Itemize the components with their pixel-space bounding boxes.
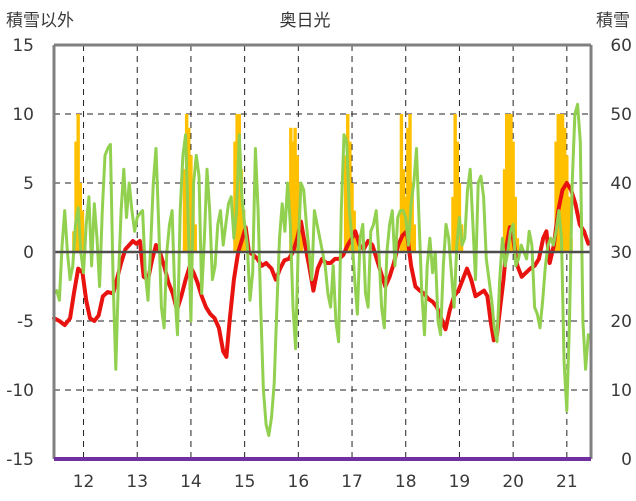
snow-bar xyxy=(554,141,558,252)
snow-bar xyxy=(560,114,565,252)
y-right-tick-label: 0 xyxy=(621,450,632,470)
snow-bar xyxy=(511,141,515,252)
y-left-tick-label: -15 xyxy=(6,450,34,470)
y-right-tick-label: 10 xyxy=(610,381,632,401)
x-tick-label: 16 xyxy=(288,472,310,492)
green-series-line xyxy=(52,102,590,437)
snow-bar xyxy=(406,127,410,252)
grid-lines xyxy=(54,45,591,459)
snow-bar xyxy=(558,114,563,252)
axes xyxy=(52,43,593,461)
y-right-tick-label: 60 xyxy=(610,36,632,56)
x-tick-label: 21 xyxy=(556,472,578,492)
x-tick-label: 20 xyxy=(502,472,524,492)
snow-bar xyxy=(193,224,197,252)
snow-bar xyxy=(343,155,348,252)
x-tick-label: 14 xyxy=(180,472,202,492)
snow-bar xyxy=(412,224,417,252)
snow-bar xyxy=(293,127,297,252)
snow-bar xyxy=(408,114,412,252)
y-right-tick-label: 30 xyxy=(610,243,632,263)
x-tick-label: 15 xyxy=(234,472,256,492)
snow-bar xyxy=(78,183,83,252)
snow-bar xyxy=(410,183,414,252)
snow-bar xyxy=(189,155,193,252)
y-left-tick-label: 0 xyxy=(23,243,34,263)
x-tick-label: 13 xyxy=(126,472,148,492)
snow-bar xyxy=(187,127,191,252)
snow-bar xyxy=(233,141,237,252)
snow-bar xyxy=(244,238,248,252)
chart-title: 奥日光 xyxy=(280,11,331,31)
line-series xyxy=(52,102,591,437)
y-left-tick-label: -10 xyxy=(6,381,34,401)
snow-bar xyxy=(299,224,304,252)
y-left-tick-label: 10 xyxy=(12,105,34,125)
snow-bar xyxy=(354,238,359,252)
y-left-tick-label: -5 xyxy=(17,312,34,332)
y-left-tick-label: 15 xyxy=(12,36,34,56)
x-tick-label: 12 xyxy=(73,472,95,492)
snow-bar xyxy=(453,114,457,252)
snow-bar xyxy=(289,127,293,252)
snow-bar xyxy=(565,155,569,252)
snow-bar xyxy=(399,114,404,252)
right-axis-label: 積雪 xyxy=(596,11,630,31)
snow-bar xyxy=(455,141,459,252)
snow-bar xyxy=(509,114,513,252)
snow-bar xyxy=(556,114,560,252)
snow-bar xyxy=(567,196,571,252)
snow-bar xyxy=(74,141,78,252)
y-right-tick-label: 20 xyxy=(610,312,632,332)
snow-bar xyxy=(502,169,507,252)
snow-bar xyxy=(350,183,354,252)
y-right-tick-label: 50 xyxy=(610,105,632,125)
snow-bar xyxy=(515,238,520,252)
x-tick-label: 17 xyxy=(341,472,363,492)
snow-bar xyxy=(237,114,241,252)
left-axis-label: 積雪以外 xyxy=(6,11,74,31)
snow-bar xyxy=(504,114,509,252)
snow-bar xyxy=(182,169,187,252)
snow-bar xyxy=(295,155,299,252)
snow-bar xyxy=(451,196,455,252)
snow-bar xyxy=(291,141,295,252)
x-tick-label: 18 xyxy=(395,472,417,492)
snow-bar xyxy=(76,114,80,252)
snow-bar xyxy=(507,114,511,252)
y-right-tick-label: 40 xyxy=(610,174,632,194)
snow-bar xyxy=(239,169,244,252)
x-tick-label: 19 xyxy=(449,472,471,492)
y-left-tick-label: 5 xyxy=(23,174,34,194)
snow-bar xyxy=(513,196,517,252)
snow-bar xyxy=(80,210,85,252)
